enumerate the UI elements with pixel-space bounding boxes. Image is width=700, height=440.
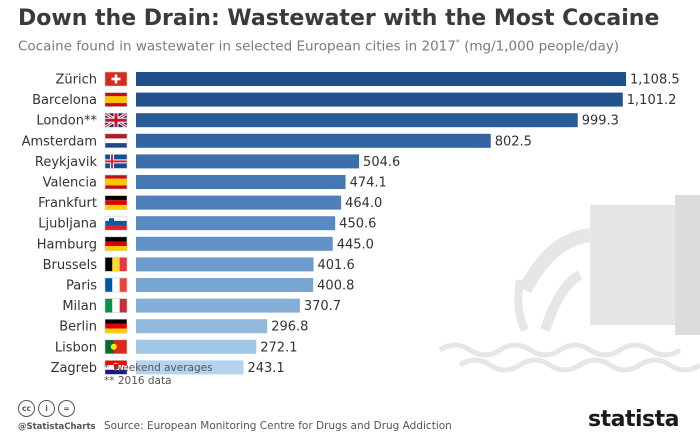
bar xyxy=(136,72,626,86)
bar xyxy=(136,298,300,313)
city-label: Frankfurt xyxy=(38,196,97,211)
bar xyxy=(136,175,346,189)
germany-flag-icon xyxy=(104,236,128,252)
value-label: 401.6 xyxy=(318,258,355,273)
cc-icon: cc xyxy=(18,400,35,417)
city-label: Reykjavik xyxy=(35,155,98,170)
social-handle[interactable]: @StatistaCharts xyxy=(18,422,96,432)
iceland-flag-icon xyxy=(104,154,128,169)
bar xyxy=(136,92,623,107)
value-label: 999.3 xyxy=(582,114,619,129)
city-label: Hamburg xyxy=(37,237,97,252)
city-label: Lisbon xyxy=(55,340,97,355)
attribution-icon: i xyxy=(38,400,55,417)
city-label: Zagreb xyxy=(51,361,97,376)
value-label: 243.1 xyxy=(247,361,284,376)
city-label: Ljubljana xyxy=(38,217,97,232)
bar xyxy=(136,154,360,169)
statista-logo[interactable]: statista xyxy=(588,407,679,432)
bar xyxy=(136,257,314,272)
belgium-flag-icon xyxy=(104,257,128,272)
bar xyxy=(136,216,336,231)
value-label: 474.1 xyxy=(350,176,387,191)
bar xyxy=(136,278,314,292)
no-derivatives-icon: = xyxy=(58,400,75,417)
city-label: Barcelona xyxy=(32,93,97,108)
italy-flag-icon xyxy=(104,298,128,313)
value-label: 445.0 xyxy=(337,237,374,252)
value-label: 464.0 xyxy=(345,196,382,211)
slovenia-flag-icon xyxy=(104,215,128,231)
netherlands-flag-icon xyxy=(104,133,128,149)
footnotes: * Weekend averages ** 2016 data xyxy=(104,362,213,388)
bar xyxy=(136,133,491,148)
footnote-2016: ** 2016 data xyxy=(104,375,172,387)
city-label: Amsterdam xyxy=(22,134,97,149)
source-note: Source: European Monitoring Centre for D… xyxy=(104,420,452,432)
chart-title: Down the Drain: Wastewater with the Most… xyxy=(18,6,660,31)
portugal-flag-icon xyxy=(104,339,128,355)
license-icons[interactable]: cc i = xyxy=(18,400,75,417)
bar xyxy=(136,339,257,354)
city-label: Paris xyxy=(66,279,97,294)
spain-flag-icon xyxy=(104,174,128,190)
value-label: 1,101.2 xyxy=(627,93,677,108)
value-label: 400.8 xyxy=(317,279,354,294)
bar xyxy=(136,319,268,334)
city-label: Valencia xyxy=(43,176,97,191)
switzerland-flag-icon xyxy=(104,71,128,87)
city-label: Milan xyxy=(62,299,97,314)
bar xyxy=(136,113,578,128)
city-label: Brussels xyxy=(43,258,98,273)
value-label: 450.6 xyxy=(339,217,376,232)
germany-flag-icon xyxy=(104,318,128,334)
city-label: London** xyxy=(36,114,97,129)
value-label: 802.5 xyxy=(495,134,532,149)
bar xyxy=(136,195,342,210)
value-label: 272.1 xyxy=(260,340,297,355)
bar xyxy=(136,236,333,251)
france-flag-icon xyxy=(104,277,128,293)
croatia-flag-icon xyxy=(104,360,128,375)
uk-flag-icon xyxy=(104,111,128,129)
value-label: 504.6 xyxy=(363,155,400,170)
germany-flag-icon xyxy=(104,195,128,210)
city-label: Zürich xyxy=(56,73,98,88)
value-label: 296.8 xyxy=(271,320,308,335)
spain-flag-icon xyxy=(104,92,128,107)
footnote-weekend: * Weekend averages xyxy=(104,362,213,374)
value-label: 370.7 xyxy=(304,299,341,314)
bar xyxy=(136,360,244,375)
drain-pipe-illustration xyxy=(438,195,700,373)
chart-subtitle: Cocaine found in wastewater in selected … xyxy=(18,38,620,55)
city-label: Berlin xyxy=(59,320,97,335)
value-label: 1,108.5 xyxy=(630,73,680,88)
